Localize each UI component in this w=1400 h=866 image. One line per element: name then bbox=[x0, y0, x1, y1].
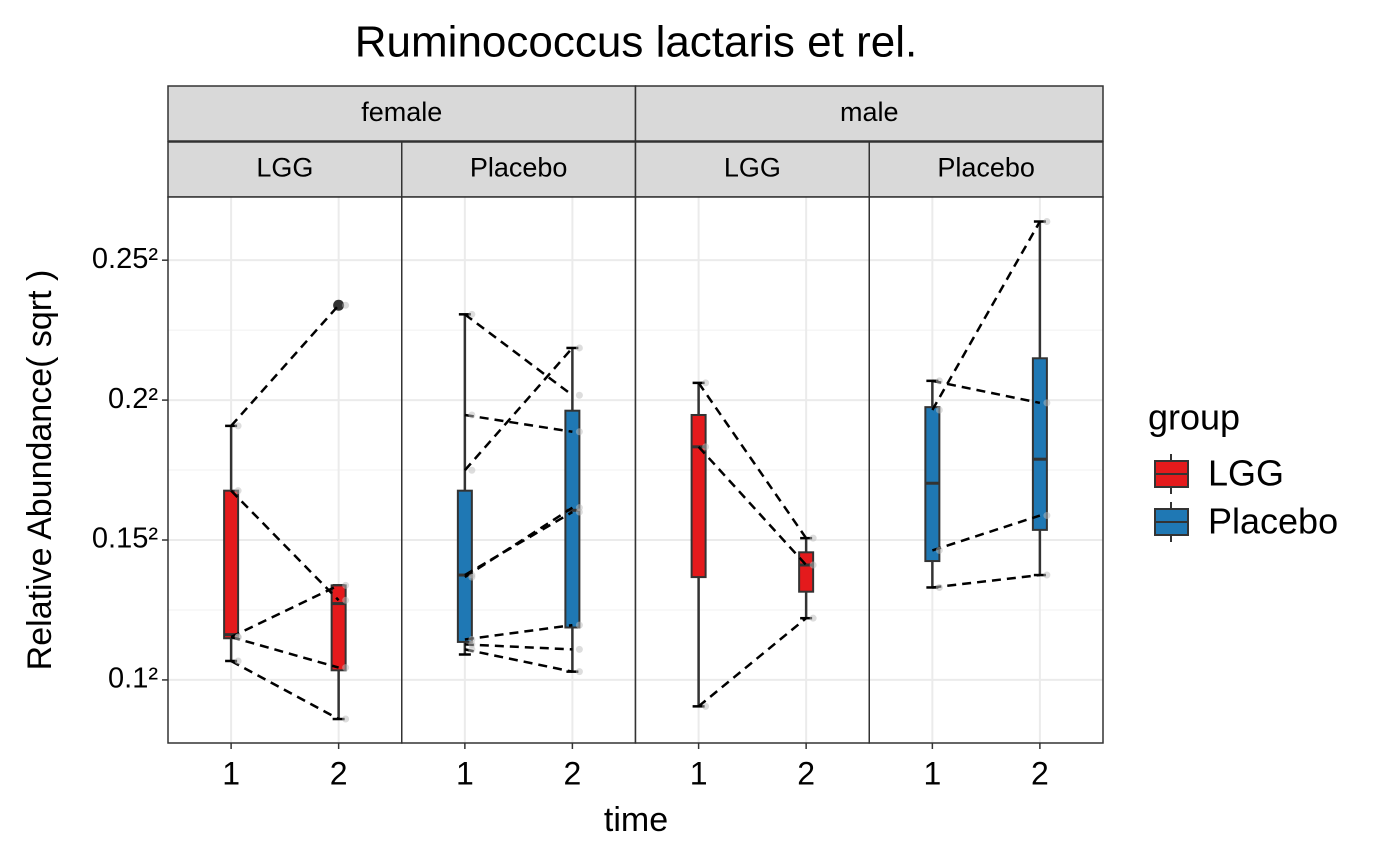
point bbox=[468, 635, 476, 643]
pair-line bbox=[463, 347, 574, 472]
panel-label: LGG bbox=[724, 153, 781, 183]
panel-strip bbox=[868, 141, 1104, 198]
point bbox=[702, 702, 710, 710]
pair-line bbox=[230, 659, 340, 721]
point bbox=[809, 614, 817, 622]
facet-label: female bbox=[361, 97, 442, 127]
x-tick-label: 1 bbox=[690, 755, 708, 791]
point bbox=[575, 668, 583, 676]
y-tick-label: 0.2² bbox=[108, 383, 158, 415]
point bbox=[935, 377, 943, 385]
point bbox=[468, 310, 476, 318]
point bbox=[234, 657, 242, 665]
point bbox=[1043, 571, 1051, 579]
pair-line bbox=[697, 382, 808, 539]
point bbox=[342, 596, 350, 604]
pair-line bbox=[464, 623, 573, 641]
facet-strip bbox=[167, 85, 637, 142]
point bbox=[935, 546, 943, 554]
pair-line bbox=[464, 313, 574, 397]
pair-line bbox=[932, 379, 1041, 405]
x-tick-label: 2 bbox=[1031, 755, 1049, 791]
pair-line bbox=[464, 643, 573, 651]
point bbox=[1043, 399, 1051, 407]
point bbox=[1043, 512, 1051, 520]
point bbox=[702, 379, 710, 387]
pair-line bbox=[697, 617, 807, 708]
panel-strip bbox=[634, 141, 870, 198]
x-tick-label: 2 bbox=[797, 755, 815, 791]
point bbox=[468, 411, 476, 419]
facet-strip bbox=[634, 85, 1104, 142]
chart-title: Ruminococcus lactaris et rel. bbox=[355, 18, 917, 67]
point bbox=[575, 621, 583, 629]
facet-label: male bbox=[840, 97, 899, 127]
pair-line bbox=[464, 413, 573, 434]
legend-label: LGG bbox=[1208, 453, 1284, 494]
box bbox=[690, 413, 707, 579]
x-tick-label: 1 bbox=[456, 755, 474, 791]
box bbox=[456, 489, 473, 643]
panel-border bbox=[868, 196, 1104, 744]
pair-line bbox=[230, 584, 340, 639]
point bbox=[809, 534, 817, 542]
point bbox=[342, 301, 350, 309]
box bbox=[330, 584, 347, 672]
box bbox=[1031, 357, 1048, 531]
point bbox=[234, 422, 242, 430]
panel-label: Placebo bbox=[470, 153, 568, 183]
pair-line bbox=[932, 573, 1041, 589]
x-axis-label: time bbox=[604, 801, 668, 839]
pair-line bbox=[464, 506, 574, 579]
point bbox=[575, 344, 583, 352]
y-tick-label: 0.1² bbox=[108, 663, 158, 695]
point bbox=[575, 428, 583, 436]
point bbox=[575, 504, 583, 512]
pair-line bbox=[230, 304, 340, 427]
point bbox=[468, 573, 476, 581]
x-tick-label: 1 bbox=[923, 755, 941, 791]
pair-line bbox=[931, 220, 1041, 411]
point bbox=[234, 487, 242, 495]
point bbox=[342, 664, 350, 672]
pair-line bbox=[230, 635, 339, 669]
pair-line bbox=[931, 514, 1041, 552]
x-tick-label: 2 bbox=[563, 755, 581, 791]
point bbox=[468, 466, 476, 474]
point bbox=[468, 645, 476, 653]
point bbox=[342, 715, 350, 723]
pair-line bbox=[697, 445, 808, 566]
box bbox=[223, 489, 240, 640]
box bbox=[564, 409, 581, 629]
point bbox=[342, 581, 350, 589]
y-tick-label: 0.25² bbox=[92, 243, 158, 275]
legend-title: group bbox=[1148, 397, 1240, 438]
point bbox=[935, 406, 943, 414]
y-tick-label: 0.15² bbox=[92, 523, 158, 555]
point bbox=[935, 583, 943, 591]
point bbox=[468, 640, 476, 648]
point bbox=[809, 561, 817, 569]
pair-line bbox=[230, 489, 340, 602]
y-axis-label: Relative Abundance( sqrt ) bbox=[21, 270, 59, 671]
x-tick-label: 1 bbox=[222, 755, 240, 791]
panel-label: LGG bbox=[256, 153, 313, 183]
panel-label: Placebo bbox=[937, 153, 1035, 183]
x-tick-label: 2 bbox=[330, 755, 348, 791]
point bbox=[575, 391, 583, 399]
legend-label: Placebo bbox=[1208, 501, 1338, 542]
panel-strip bbox=[167, 141, 403, 198]
point bbox=[1043, 218, 1051, 226]
point bbox=[702, 443, 710, 451]
point bbox=[234, 633, 242, 641]
pair-line bbox=[464, 648, 573, 673]
point bbox=[575, 645, 583, 653]
